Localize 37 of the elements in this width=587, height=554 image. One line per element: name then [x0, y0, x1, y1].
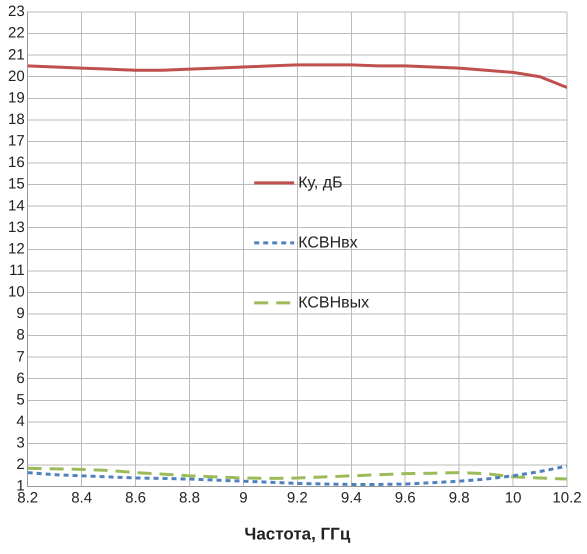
x-tick-label: 10.2 [552, 490, 582, 507]
y-tick-label: 20 [8, 68, 25, 85]
legend-label: Ку, дБ [298, 174, 343, 192]
y-tick-label: 6 [16, 370, 25, 387]
x-tick-label: 9.8 [448, 490, 470, 507]
x-tick-label: 8.8 [179, 490, 200, 507]
y-tick-label: 2 [16, 456, 25, 474]
line-series [28, 466, 567, 481]
x-axis-title: Частота, ГГц [244, 524, 351, 544]
y-tick-label: 10 [8, 284, 25, 301]
y-tick-label: 23 [8, 3, 25, 20]
y-tick-label: 3 [16, 434, 25, 452]
x-tick-label: 9 [239, 490, 248, 507]
y-tick-label: 13 [8, 218, 25, 236]
y-tick-label: 18 [8, 111, 25, 128]
x-tick-label: 8.6 [125, 490, 146, 507]
y-tick-label: 22 [8, 24, 25, 42]
y-tick-label: 16 [8, 154, 25, 172]
x-tick-label: 9.4 [340, 490, 362, 507]
y-tick-label: 17 [8, 132, 25, 150]
x-tick-label: 10 [504, 490, 522, 507]
y-tick-label: 4 [16, 413, 25, 430]
legend-label: КСВНвых [298, 294, 370, 312]
y-tick-label: 15 [8, 176, 25, 193]
y-tick-label: 7 [16, 348, 25, 366]
y-tick-label: 14 [8, 197, 25, 214]
y-tick-label: 21 [8, 46, 25, 64]
y-tick-label: 19 [8, 89, 25, 106]
y-tick-label: 8 [16, 326, 25, 344]
x-tick-label: 9.2 [286, 490, 308, 507]
x-tick-label: 9.6 [394, 490, 416, 507]
y-tick-label: 11 [9, 262, 25, 280]
y-tick-label: 9 [16, 305, 25, 322]
legend-label: КСВНвх [298, 234, 358, 252]
x-tick-label: 8.4 [71, 490, 92, 507]
y-tick-label: 12 [8, 240, 25, 258]
y-tick-label: 5 [16, 391, 25, 408]
